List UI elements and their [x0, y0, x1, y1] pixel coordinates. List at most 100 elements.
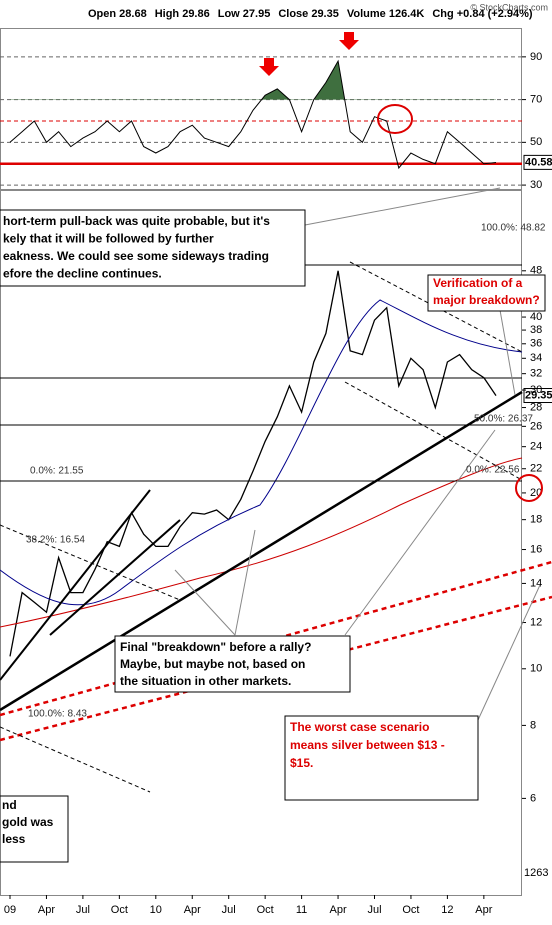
annotation-text: Maybe, but maybe not, based on — [120, 657, 305, 671]
x-tick-label: Oct — [111, 904, 128, 916]
x-tick-label: 11 — [296, 904, 307, 916]
y-tick-label: 24 — [530, 441, 542, 453]
fib-label: 38.2%: 16.54 — [26, 535, 85, 546]
trend-line — [0, 489, 151, 681]
y-tick-label: 40 — [530, 311, 542, 323]
y-tick-label: 30 — [530, 179, 542, 191]
x-tick-label: 10 — [150, 904, 162, 916]
x-tick-label: Jul — [222, 904, 236, 916]
annotations — [0, 209, 546, 863]
fib-label: 100.0%: 8.43 — [28, 709, 87, 720]
price-frame — [0, 190, 522, 896]
pointer — [174, 569, 236, 636]
channel-line — [0, 524, 181, 601]
highlight-circle — [377, 104, 413, 134]
annotation-text: the situation in other markets. — [120, 674, 291, 688]
header-item: High 29.86 — [155, 8, 210, 20]
annotation-box — [284, 715, 479, 801]
header-item: Volume 126.4K — [347, 8, 424, 20]
last-value-box — [523, 154, 552, 170]
y-tick-label: 90 — [530, 51, 542, 63]
x-tick-label: Jul — [367, 904, 381, 916]
header-item: Open 28.68 — [88, 8, 147, 20]
x-tick-label: Apr — [184, 904, 201, 916]
annotation-text: hort-term pull-back was quite probable, … — [3, 214, 270, 228]
header-item: Low 27.95 — [218, 8, 271, 20]
credit: © StockCharts.com — [470, 2, 548, 12]
y-tick-label: 14 — [530, 577, 542, 589]
fib-label: 100.0%: 48.82 — [481, 223, 546, 234]
y-tick-label: 10 — [530, 663, 542, 675]
annotation-text: gold was — [2, 815, 54, 829]
ma-50 — [0, 299, 523, 606]
pointer — [304, 187, 501, 226]
channel-line — [349, 261, 523, 353]
annotation-text: kely that it will be followed by further — [3, 232, 214, 246]
annotation-text: less — [2, 832, 26, 846]
trend-line — [0, 560, 552, 717]
volume-label: 1263 — [524, 867, 548, 879]
annotation-box — [114, 635, 351, 693]
annotation-box — [0, 209, 306, 287]
x-tick-label: Jul — [76, 904, 90, 916]
annotation-text: Final "breakdown" before a rally? — [120, 640, 311, 654]
y-tick-label: 6 — [530, 792, 536, 804]
ma-200 — [0, 457, 523, 628]
x-tick-label: Apr — [475, 904, 492, 916]
y-tick-label: 12 — [530, 616, 542, 628]
annotation-box — [0, 795, 69, 863]
annotation-text: Verification of a — [433, 276, 523, 290]
x-tick-label: 09 — [4, 904, 16, 916]
last-value-label: 29.35 — [525, 390, 552, 402]
pointer — [344, 429, 496, 636]
y-tick-label: 32 — [530, 368, 542, 380]
last-value-label: 40.58 — [525, 156, 552, 168]
annotation-box — [427, 274, 546, 312]
fib-label: 0.0%: 22.56 — [466, 465, 520, 476]
x-tick-label: 12 — [441, 904, 453, 916]
annotation-text: means silver between $13 - — [290, 738, 445, 752]
trend-line — [49, 519, 181, 636]
annotation-text: major breakdown? — [433, 293, 540, 307]
annotation-text: efore the decline continues. — [3, 267, 162, 281]
channel-line — [344, 381, 523, 481]
y-tick-label: 22 — [530, 463, 542, 475]
series-line — [9, 270, 497, 657]
annotation-text: The worst case scenario — [290, 720, 429, 734]
annotation-text: $15. — [290, 756, 313, 770]
y-tick-label: 18 — [530, 514, 542, 526]
trend-line — [0, 390, 523, 712]
y-tick-label: 70 — [530, 94, 542, 106]
plot: 3050709040.58681012141618202224262830323… — [0, 51, 552, 916]
y-tick-label: 16 — [530, 543, 542, 555]
annotation-text: nd — [2, 798, 17, 812]
y-tick-label: 38 — [530, 324, 542, 336]
x-tick-label: Oct — [257, 904, 274, 916]
arrow — [339, 32, 359, 50]
y-tick-label: 36 — [530, 338, 542, 350]
highlight-circle — [515, 474, 543, 502]
channel-line — [0, 726, 151, 793]
y-tick-label: 48 — [530, 265, 542, 277]
pointer — [499, 309, 516, 396]
header-item: Close 29.35 — [278, 8, 339, 20]
pointer — [477, 584, 541, 721]
x-tick-label: Apr — [329, 904, 346, 916]
series-line — [9, 59, 497, 170]
y-tick-label: 50 — [530, 136, 542, 148]
fib-label: 50.0%: 26.37 — [474, 414, 533, 425]
x-tick-label: Apr — [38, 904, 55, 916]
fib-label: 0.0%: 21.55 — [30, 466, 84, 477]
y-tick-label: 28 — [530, 401, 542, 413]
y-tick-label: 34 — [530, 352, 542, 364]
arrow — [259, 58, 279, 76]
y-tick-label: 26 — [530, 420, 542, 432]
y-tick-label: 8 — [530, 719, 536, 731]
header-item: Chg +0.84 (+2.94%) — [432, 8, 533, 20]
y-tick-label: 30 — [530, 384, 542, 396]
x-tick-label: Oct — [402, 904, 419, 916]
rsi-frame — [0, 28, 522, 190]
last-value-box — [523, 388, 552, 404]
annotation-text: eakness. We could see some sideways trad… — [3, 249, 269, 263]
